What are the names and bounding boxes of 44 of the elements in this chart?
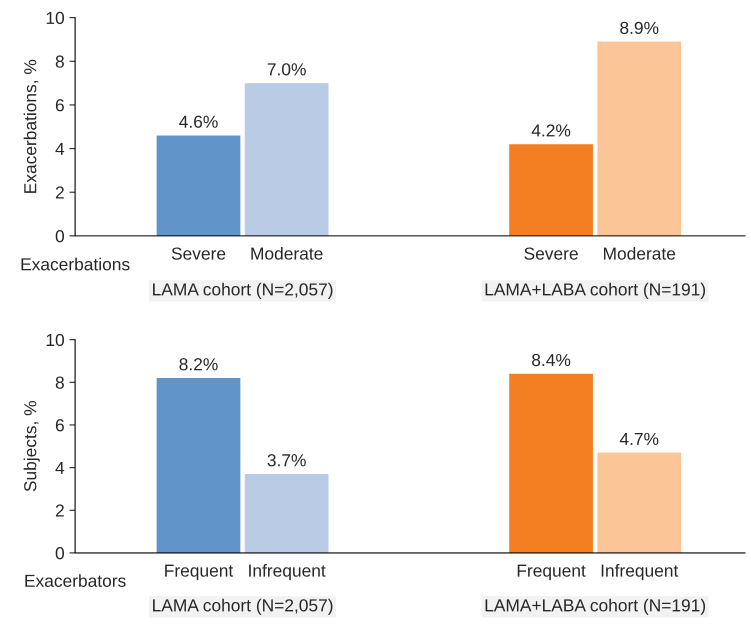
bar — [244, 83, 329, 236]
bar — [244, 474, 329, 553]
bar — [156, 135, 240, 236]
y-tick-label: 10 — [46, 334, 64, 346]
x-tick-label: Frequent — [165, 564, 234, 580]
y-tick-label: 8 — [56, 55, 64, 68]
x-tick-label: Frequent — [518, 564, 586, 580]
y-tick-label: 6 — [56, 99, 64, 112]
y-tick-label: 4 — [55, 142, 64, 155]
data-label: 8.9% — [620, 22, 658, 34]
data-label: 4.6% — [179, 116, 218, 128]
y-tick-label: 2 — [56, 504, 64, 517]
text: LAMA+LABA cohort (N=191) — [486, 282, 706, 299]
x-tick-label: Severe — [524, 247, 578, 260]
text: LAMA+LABA cohort (N=191) — [486, 598, 706, 615]
y-tick-label: 10 — [46, 12, 64, 24]
data-label: 3.7% — [268, 454, 306, 466]
y-tick-label: 8 — [56, 376, 64, 389]
y-tick-label: 0 — [56, 547, 64, 560]
text: Exacerbators — [25, 574, 126, 587]
bar — [597, 42, 682, 236]
data-label: 8.2% — [179, 358, 218, 370]
x-tick-label: Moderate — [251, 246, 323, 260]
bar — [509, 144, 593, 236]
y-tick-label: 4 — [55, 462, 64, 474]
y-tick-label: 2 — [56, 186, 64, 199]
bar — [156, 378, 240, 553]
x-tick-label: Severe — [172, 247, 226, 260]
x-tick-label: Infrequent — [249, 564, 326, 580]
data-label: 4.7% — [620, 432, 658, 446]
y-tick-label: 0 — [56, 230, 64, 242]
bar — [509, 374, 593, 553]
bar — [597, 452, 682, 553]
text: Exacerbations — [22, 258, 130, 270]
data-label: 4.2% — [532, 124, 570, 137]
y-axis-title: Exacerbations, % — [24, 60, 38, 193]
y-tick-label: 6 — [56, 419, 64, 432]
x-tick-label: Moderate — [604, 246, 676, 260]
y-axis-title: Subjects, % — [24, 401, 40, 492]
data-label: 7.0% — [268, 63, 306, 76]
text: LAMA cohort (N=2,057) — [153, 598, 332, 615]
data-label: 8.4% — [532, 354, 570, 366]
text: LAMA cohort (N=2,057) — [153, 282, 332, 299]
x-tick-label: Infrequent — [602, 564, 678, 580]
